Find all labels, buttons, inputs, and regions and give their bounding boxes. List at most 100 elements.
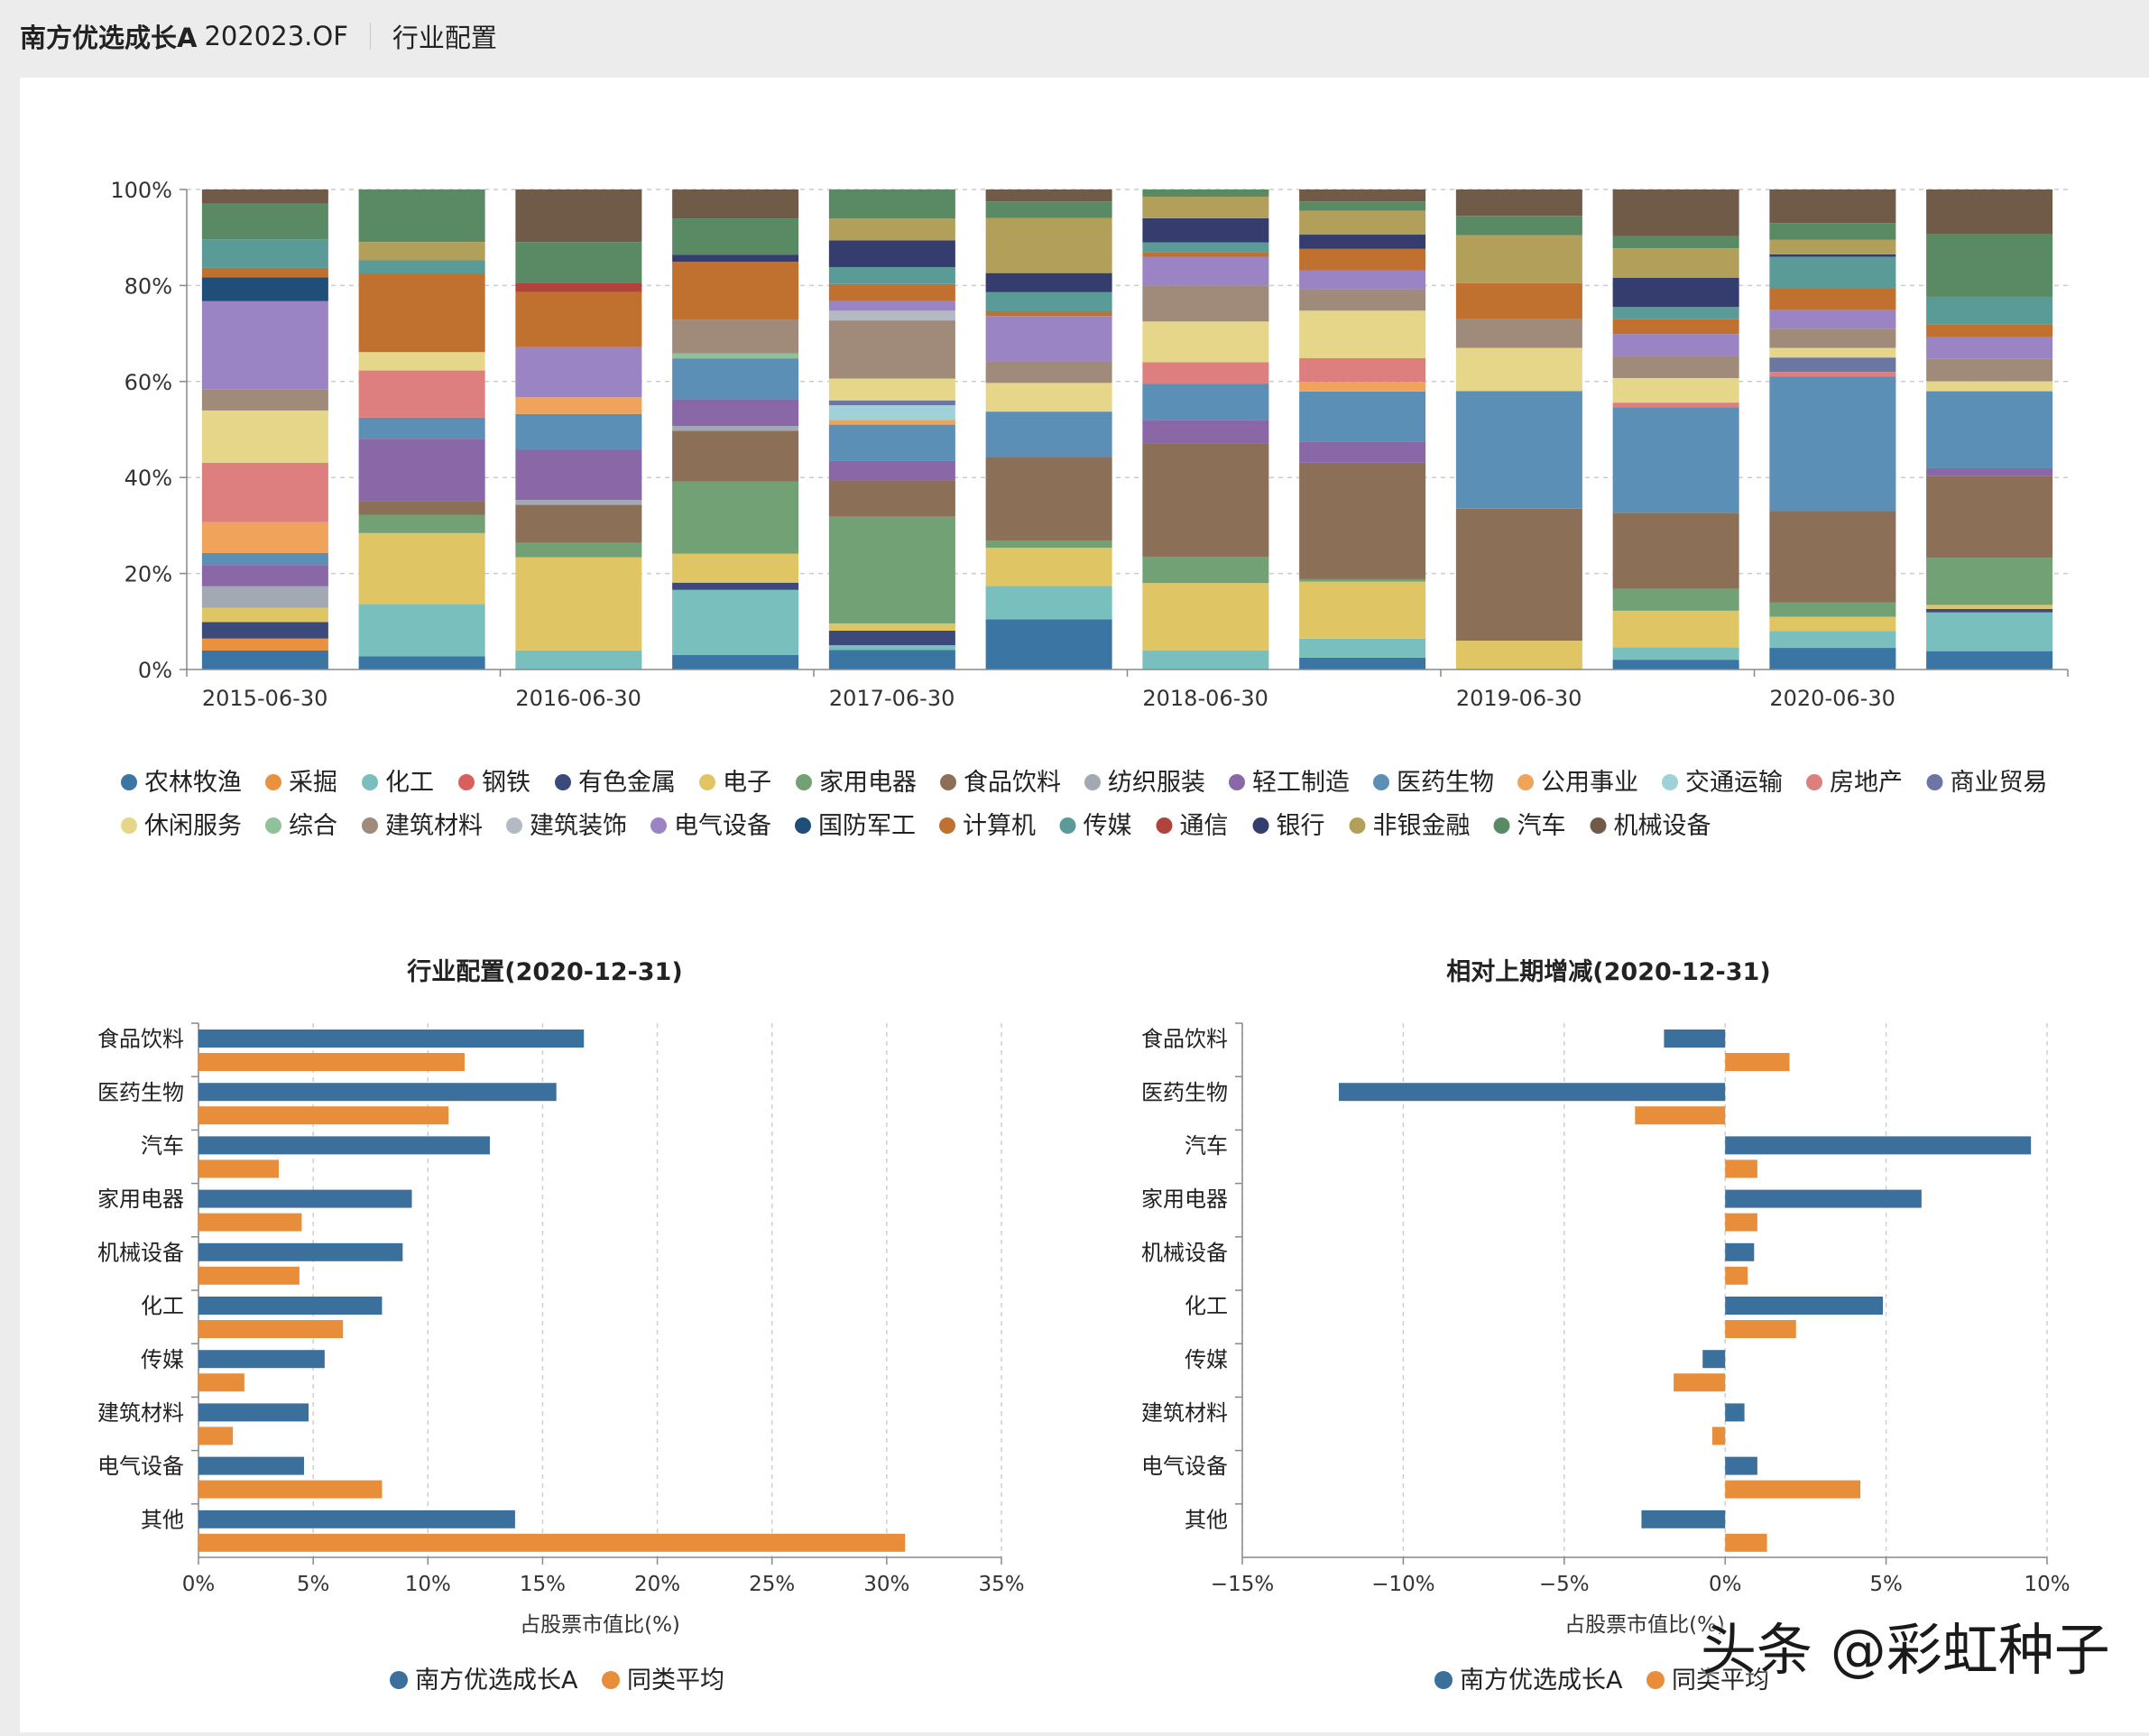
legend-label: 钢铁	[482, 769, 530, 797]
section-title[interactable]: 行业配置	[392, 23, 497, 53]
legend-label: 交通运输	[1685, 769, 1783, 797]
stacked-bar-segment	[828, 623, 955, 632]
stacked-bar-segment	[358, 514, 485, 533]
stacked-bar-segment	[1455, 216, 1582, 235]
stacked-bar-segment	[1612, 610, 1739, 648]
stacked-bar-segment	[515, 650, 642, 669]
bar	[198, 1320, 344, 1338]
y-category-label: 电气设备	[1141, 1454, 1228, 1479]
legend-marker	[1349, 817, 1366, 834]
stacked-bar-segment	[358, 604, 485, 657]
stacked-bar-segment	[1142, 583, 1269, 651]
x-tick-label: −15%	[1211, 1573, 1274, 1596]
stacked-bar-segment	[1769, 254, 1896, 257]
bar	[1725, 1189, 1922, 1208]
legend-marker	[1084, 774, 1101, 790]
stacked-bar-segment	[985, 548, 1112, 586]
stacked-bar-segment	[1299, 382, 1426, 392]
watermark-text: 头条 @彩虹种子	[1701, 1617, 2110, 1683]
stacked-bar-segment	[828, 480, 955, 517]
stacked-bar-segment	[985, 310, 1112, 317]
stacked-bar-segment	[985, 272, 1112, 292]
bar	[1725, 1159, 1757, 1178]
stacked-bar-segment	[1769, 357, 1896, 373]
x-tick-label: 2015-06-30	[202, 686, 327, 711]
stacked-bar-segment	[1612, 235, 1739, 249]
stacked-bar-segment	[828, 650, 955, 669]
stacked-bar-segment	[828, 189, 955, 219]
stacked-bar-segment	[1926, 189, 2053, 235]
stacked-bar-segment	[358, 417, 485, 439]
bar	[1725, 1242, 1755, 1261]
stacked-chart: 0% 20% 40% 60% 80% 100% 2015-06-30 2016-06-30 20…	[110, 178, 2069, 711]
stacked-bar-segment	[672, 189, 799, 219]
stacked-bar-segment	[201, 462, 328, 522]
stacked-bar-segment	[672, 654, 799, 669]
stacked-bar-segment	[828, 420, 955, 425]
stacked-bar-segment	[672, 218, 799, 255]
stacked-bar-segment	[672, 262, 799, 320]
stacked-bar-segment	[1299, 310, 1426, 358]
legend-label: 食品饮料	[964, 769, 1061, 797]
legend-label: 南方优选成长A	[1460, 1667, 1623, 1694]
stacked-bar-segment	[985, 383, 1112, 412]
bar	[198, 1373, 244, 1392]
stacked-bar-segment	[358, 242, 485, 261]
stacked-bar-segment	[1299, 581, 1426, 639]
stacked-bar-segment	[672, 254, 799, 263]
y-category-label: 机械设备	[1141, 1240, 1228, 1265]
stacked-bar-segment	[515, 449, 642, 501]
stacked-bar-segment	[1612, 356, 1739, 378]
stacked-bar-segment	[201, 650, 328, 669]
stacked-bar-segment	[672, 358, 799, 400]
bar	[1702, 1350, 1726, 1369]
legend-marker	[940, 774, 956, 790]
legend-marker	[1156, 817, 1173, 834]
legend-marker	[1373, 774, 1389, 790]
legend-label: 纺织服装	[1108, 769, 1205, 797]
bar	[198, 1083, 557, 1102]
bar	[1664, 1030, 1726, 1048]
stacked-bar-segment	[985, 540, 1112, 549]
stacked-bar-segment	[515, 346, 642, 398]
legend-marker	[555, 774, 571, 790]
bar	[1725, 1533, 1767, 1552]
chart-title: 相对上期增减(2020-12-31)	[1446, 957, 1770, 986]
stacked-bar-segment	[1769, 347, 1896, 358]
y-category-label: 其他	[1185, 1507, 1228, 1532]
stacked-bar-segment	[1612, 588, 1739, 611]
stacked-bar-segment	[1926, 337, 2053, 359]
stacked-bar-segment	[1299, 189, 1426, 202]
stacked-bar-segment	[1926, 391, 2053, 468]
bar	[198, 1427, 234, 1445]
stacked-bar-segment	[1612, 307, 1739, 319]
bar	[1725, 1456, 1757, 1475]
x-tick-label: 2020-06-30	[1769, 686, 1895, 711]
stacked-bar-segment	[358, 501, 485, 515]
legend-label: 采掘	[289, 769, 337, 797]
bar	[198, 1053, 465, 1071]
bar	[1725, 1403, 1745, 1422]
y-tick-label: 100%	[110, 178, 172, 203]
stacked-bar-segment	[1299, 578, 1426, 582]
stacked-bar-segment	[358, 370, 485, 418]
stacked-bar-segment	[985, 189, 1112, 202]
bar	[198, 1297, 383, 1315]
legend-marker	[265, 817, 281, 834]
stacked-bar-segment	[1926, 651, 2053, 669]
stacked-bar-segment	[672, 553, 799, 583]
stacked-bar-segment	[672, 399, 799, 426]
bar	[198, 1510, 515, 1528]
stacked-bar-segment	[1299, 235, 1426, 249]
stacked-bar-segment	[1769, 309, 1896, 329]
stacked-bar-segment	[1142, 383, 1269, 420]
legend-marker	[1662, 774, 1678, 790]
stacked-bar-segment	[201, 552, 328, 566]
legend-marker	[121, 774, 137, 790]
stacked-bar-segment	[201, 300, 328, 390]
fund-name: 南方优选成长A	[20, 23, 198, 53]
x-tick-label: 35%	[978, 1573, 1024, 1596]
legend-marker	[1059, 817, 1076, 834]
stacked-bar-segment	[1769, 602, 1896, 617]
stacked-bar-segment	[1926, 558, 2053, 605]
